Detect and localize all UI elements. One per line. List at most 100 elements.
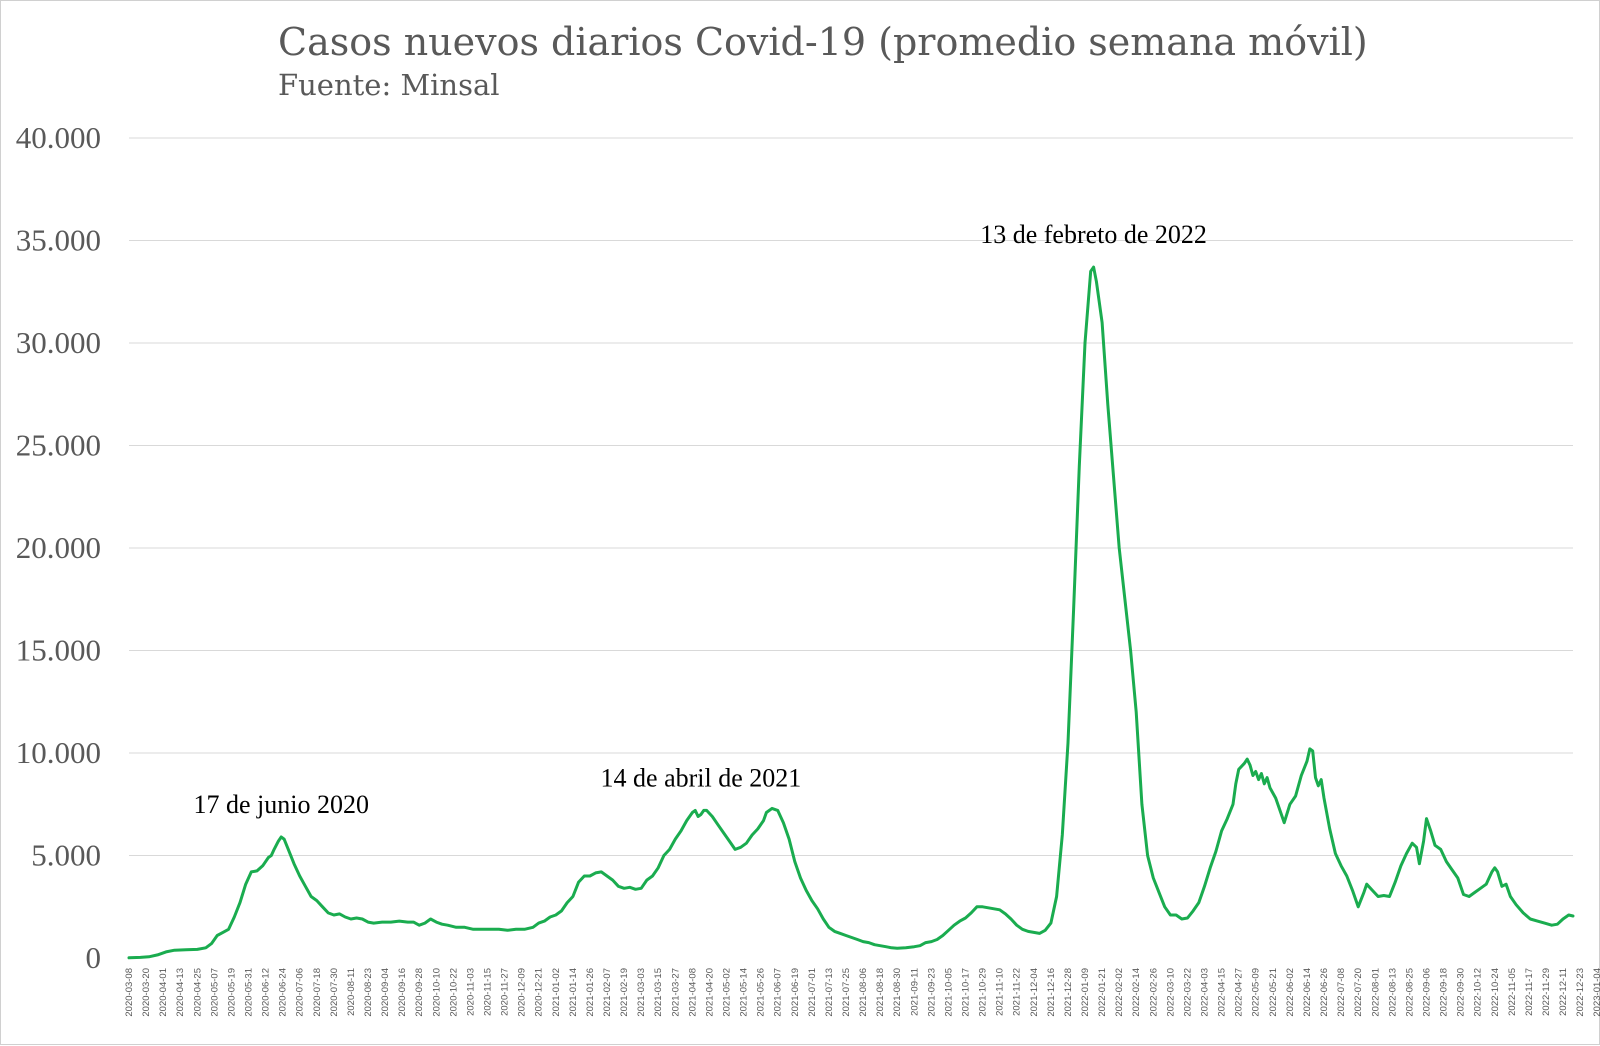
x-tick-label: 2022-04-03	[1200, 968, 1211, 1017]
y-tick-label: 35.000	[16, 223, 101, 258]
y-tick-label: 20.000	[16, 530, 101, 565]
x-tick-label: 2022-11-29	[1541, 968, 1552, 1016]
x-tick-label: 2021-04-20	[704, 968, 715, 1017]
x-tick-label: 2021-12-16	[1046, 968, 1057, 1017]
x-tick-label: 2022-06-02	[1285, 968, 1296, 1017]
x-tick-label: 2022-09-30	[1456, 968, 1467, 1017]
x-tick-label: 2020-04-13	[175, 968, 186, 1017]
x-tick-label: 2021-01-26	[585, 968, 596, 1017]
x-tick-label: 2022-10-12	[1473, 968, 1484, 1017]
x-tick-label: 2020-12-09	[517, 968, 528, 1017]
x-tick-label: 2022-11-05	[1507, 968, 1518, 1016]
x-tick-label: 2022-01-21	[1097, 968, 1108, 1017]
x-tick-label: 2020-07-30	[329, 968, 340, 1017]
y-tick-label: 5.000	[31, 838, 101, 873]
x-tick-label: 2022-05-09	[1251, 968, 1262, 1017]
x-tick-label: 2021-10-05	[943, 968, 954, 1017]
x-tick-label: 2020-03-20	[141, 968, 152, 1017]
x-tick-label: 2021-09-11	[909, 968, 920, 1016]
x-tick-label: 2022-09-18	[1439, 968, 1450, 1017]
x-tick-label: 2022-11-17	[1524, 968, 1535, 1016]
y-gridlines	[129, 137, 1573, 856]
x-tick-label: 2020-10-10	[431, 968, 442, 1017]
x-tick-label: 2021-07-01	[807, 968, 818, 1017]
x-tick-label: 2021-08-18	[875, 968, 886, 1017]
y-tick-label: 40.000	[16, 120, 101, 155]
annotation-1: 14 de abril de 2021	[601, 763, 802, 792]
y-tick-label: 0	[86, 940, 102, 975]
x-tick-label: 2022-03-22	[1182, 968, 1193, 1017]
x-tick-label: 2020-09-28	[414, 968, 425, 1017]
x-tick-label: 2022-06-26	[1319, 968, 1330, 1017]
x-tick-label: 2022-07-20	[1353, 968, 1364, 1017]
x-tick-label: 2021-02-07	[602, 968, 613, 1017]
x-tick-label: 2021-11-22	[1012, 968, 1023, 1016]
x-tick-label: 2022-04-15	[1217, 968, 1228, 1017]
x-tick-label: 2020-10-22	[448, 968, 459, 1017]
y-axis-ticks: 0 5.000 10.000 15.000 20.000 25.000 30.000 35.0…	[16, 120, 101, 975]
x-tick-label: 2022-04-27	[1234, 968, 1245, 1017]
x-tick-label: 2021-03-27	[670, 968, 681, 1017]
x-tick-label: 2021-08-06	[858, 968, 869, 1017]
annotation-0: 17 de junio 2020	[193, 790, 369, 819]
annotation-2: 13 de febreto de 2022	[980, 220, 1207, 249]
x-tick-label: 2021-05-26	[756, 968, 767, 1017]
x-tick-label: 2022-07-08	[1336, 968, 1347, 1017]
x-tick-label: 2021-10-17	[961, 968, 972, 1017]
x-tick-label: 2020-04-01	[158, 968, 169, 1017]
x-tick-label: 2021-02-19	[619, 968, 630, 1017]
x-tick-label: 2021-12-28	[1063, 968, 1074, 1017]
x-tick-label: 2020-03-08	[124, 968, 135, 1017]
y-tick-label: 15.000	[16, 633, 101, 668]
y-tick-label: 10.000	[16, 735, 101, 770]
x-tick-label: 2022-05-21	[1268, 968, 1279, 1017]
x-tick-label: 2020-05-31	[244, 968, 255, 1017]
x-tick-label: 2022-06-14	[1302, 968, 1313, 1017]
x-tick-label: 2021-08-30	[892, 968, 903, 1017]
x-tick-label: 2020-11-15	[483, 968, 494, 1016]
x-tick-label: 2021-09-23	[926, 968, 937, 1017]
x-tick-label: 2021-03-15	[653, 968, 664, 1017]
x-tick-label: 2020-09-16	[397, 968, 408, 1017]
x-tick-label: 2022-12-23	[1575, 968, 1586, 1017]
x-tick-label: 2022-02-26	[1148, 968, 1159, 1017]
x-tick-label: 2020-07-18	[312, 968, 323, 1017]
x-tick-label: 2020-06-12	[261, 968, 272, 1017]
x-tick-label: 2020-08-23	[363, 968, 374, 1017]
x-tick-label: 2021-05-02	[722, 968, 733, 1017]
x-tick-label: 2020-07-06	[295, 968, 306, 1017]
annotations: 17 de junio 2020 14 de abril de 2021 13 de…	[193, 220, 1206, 819]
x-tick-label: 2022-09-06	[1421, 968, 1432, 1017]
x-tick-label: 2021-12-04	[1029, 968, 1040, 1017]
x-tick-label: 2020-09-04	[380, 968, 391, 1017]
x-tick-label: 2021-10-29	[978, 968, 989, 1017]
x-tick-label: 2020-11-03	[465, 968, 476, 1016]
chart-subtitle: Fuente: Minsal	[278, 68, 500, 102]
x-tick-label: 2021-01-14	[568, 968, 579, 1017]
x-axis-ticks: 2020-03-08 2020-03-20 2020-04-01 2020-04-13…	[124, 968, 1600, 1017]
x-tick-label: 2020-11-27	[500, 968, 511, 1016]
x-tick-label: 2020-05-19	[226, 968, 237, 1017]
x-tick-label: 2021-11-10	[995, 968, 1006, 1016]
x-tick-label: 2020-12-21	[534, 968, 545, 1017]
x-tick-label: 2020-08-11	[346, 968, 357, 1016]
x-tick-label: 2022-02-02	[1114, 968, 1125, 1017]
x-tick-label: 2022-08-25	[1404, 968, 1415, 1017]
x-tick-label: 2022-08-13	[1387, 968, 1398, 1017]
x-tick-label: 2022-02-14	[1131, 968, 1142, 1017]
x-tick-label: 2021-04-08	[687, 968, 698, 1017]
x-tick-label: 2021-01-02	[551, 968, 562, 1017]
series-line-0	[127, 265, 1575, 960]
x-tick-label: 2021-07-13	[824, 968, 835, 1017]
x-tick-label: 2023-01-04	[1592, 968, 1600, 1017]
chart-title: Casos nuevos diarios Covid-19 (promedio …	[278, 20, 1368, 64]
x-tick-label: 2020-05-07	[209, 968, 220, 1017]
x-tick-label: 2021-07-25	[841, 968, 852, 1017]
x-tick-label: 2021-05-14	[739, 968, 750, 1017]
x-tick-label: 2021-06-19	[790, 968, 801, 1017]
x-tick-label: 2022-12-11	[1558, 968, 1569, 1016]
x-tick-label: 2022-01-09	[1080, 968, 1091, 1017]
x-tick-label: 2021-06-07	[773, 968, 784, 1017]
